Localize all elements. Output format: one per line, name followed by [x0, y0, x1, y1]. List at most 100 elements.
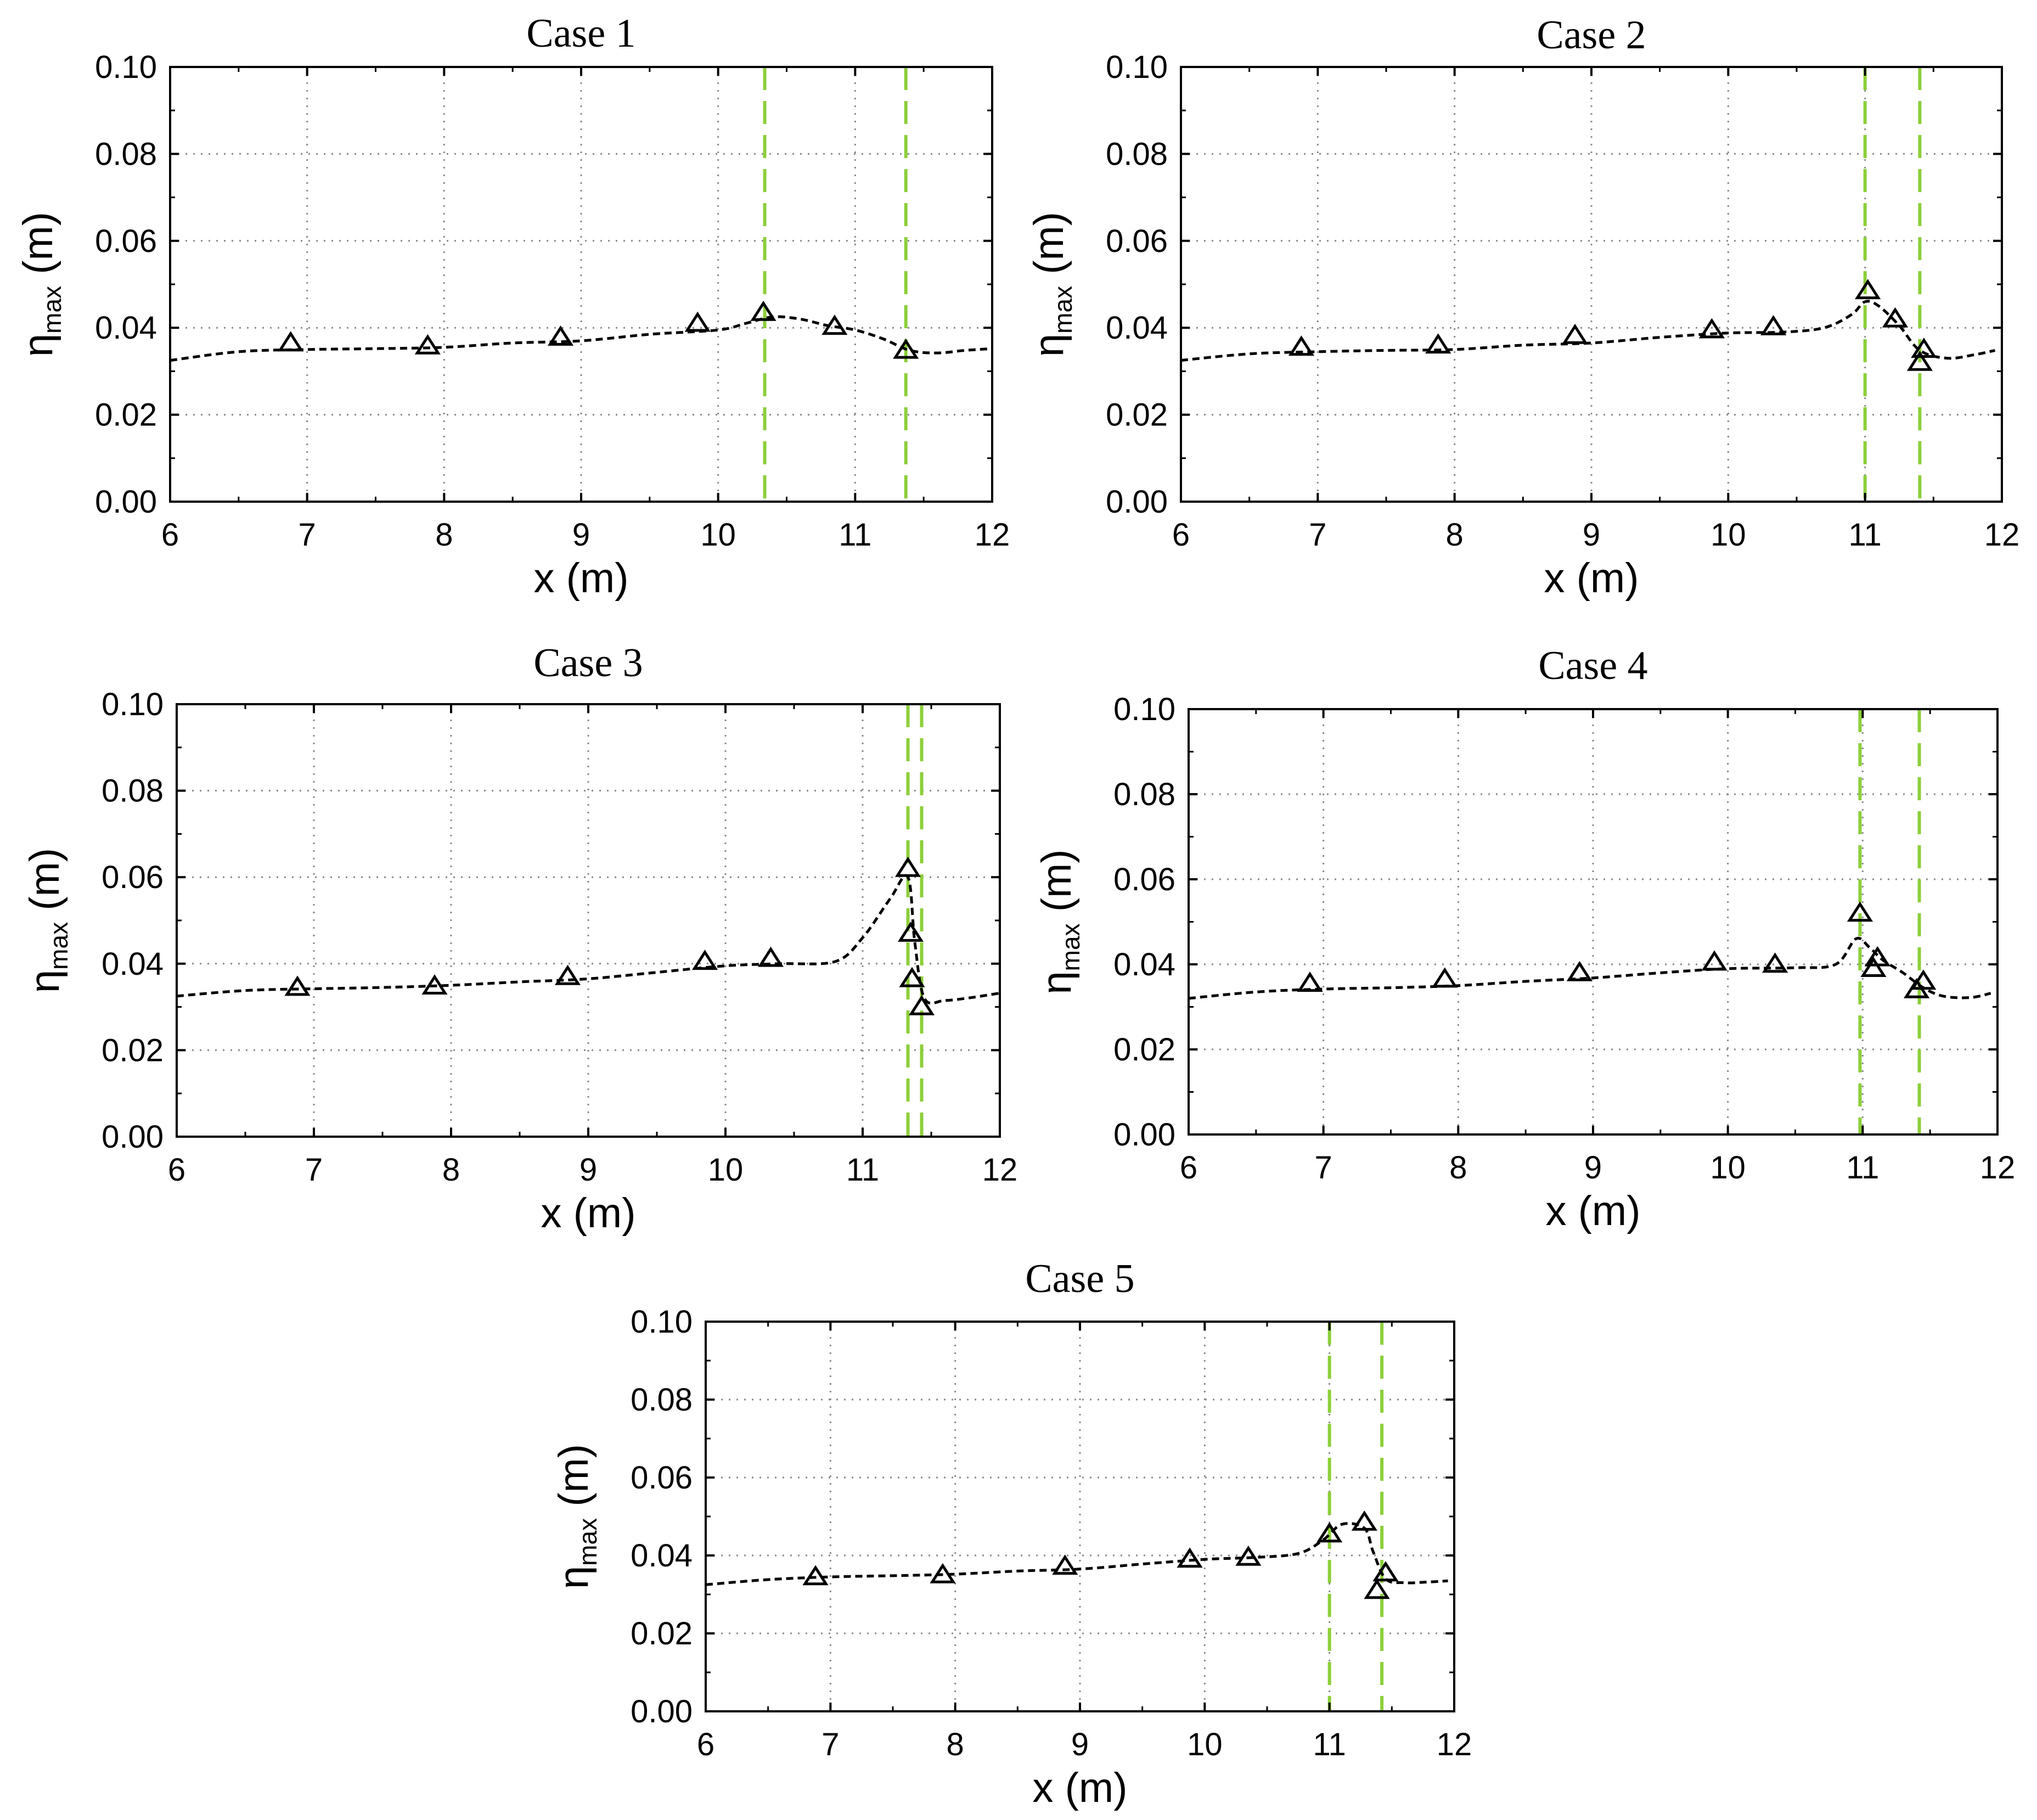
grid-lines [1181, 67, 2002, 502]
y-tick-label: 0.04 [102, 946, 164, 982]
y-axis-label-subscript: max [1049, 286, 1077, 334]
y-axis-label: ηmax (m) [15, 212, 66, 357]
y-tick-label: 0.00 [95, 484, 157, 520]
axis-ticks [1180, 66, 2003, 503]
data-point-triangle [802, 1565, 829, 1586]
data-point-triangle [1698, 318, 1725, 339]
chart-panel-case-5: Case 5 6 7 8 9 10 11 12 0.00 0.02 0.04 0.06 0.08 0.10… [550, 1256, 1472, 1811]
y-tick-label: 0.10 [1113, 692, 1175, 727]
data-point-triangle [1855, 279, 1881, 300]
x-tick-label: 8 [435, 517, 453, 553]
axis-ticks [176, 703, 1001, 1138]
y-axis-label-symbol: η [21, 970, 68, 993]
x-tick-label: 12 [975, 517, 1010, 553]
data-point-triangle [1906, 350, 1933, 371]
data-point-triangle [894, 856, 921, 877]
y-tick-label: 0.04 [1113, 947, 1175, 982]
data-point-triangle [1847, 901, 1873, 922]
x-tick-label: 9 [1584, 1150, 1602, 1186]
chart-title: Case 4 [1538, 643, 1647, 688]
y-tick-label: 0.06 [1106, 223, 1168, 259]
y-tick-label: 0.08 [1106, 136, 1168, 172]
simulated-series-line [170, 315, 993, 362]
chart-title: Case 1 [526, 11, 635, 56]
y-tick-label: 0.00 [631, 1694, 693, 1729]
x-tick-label: 7 [1309, 517, 1326, 553]
x-axis-label: x (m) [533, 555, 628, 602]
y-tick-label: 0.02 [1106, 397, 1168, 433]
x-tick-label: 12 [1984, 517, 2020, 553]
y-axis-label: ηmax (m) [1033, 849, 1085, 994]
y-axis-label-symbol: η [1026, 334, 1072, 357]
x-tick-label: 11 [1846, 1150, 1879, 1186]
x-tick-label: 11 [839, 517, 871, 553]
y-axis-label-subscript: max [38, 286, 66, 334]
chart-panel-case-4: Case 4 6 7 8 9 10 11 12 0.00 0.02 0.04 0.06 0.08 0.10… [1033, 643, 2015, 1234]
data-point-triangle [897, 921, 924, 942]
x-tick-label: 8 [1446, 517, 1464, 553]
y-tick-label: 0.06 [631, 1460, 693, 1496]
simulated-series-line [705, 1522, 1448, 1586]
y-axis-label-unit: (m) [550, 1444, 597, 1518]
x-tick-label: 8 [442, 1152, 460, 1188]
chart-panel-case-3: Case 3 6 7 8 9 10 11 12 0.00 0.02 0.04 0.06 0.08 0.10… [21, 641, 1017, 1237]
y-tick-label: 0.10 [95, 49, 157, 85]
y-tick-label: 0.00 [102, 1119, 164, 1155]
chart-title: Case 5 [1025, 1256, 1134, 1301]
chart-title: Case 3 [533, 641, 643, 686]
y-axis-label-unit: (m) [21, 848, 68, 922]
y-tick-label: 0.04 [95, 310, 157, 346]
y-tick-label: 0.08 [102, 773, 164, 809]
y-axis-label-symbol: η [15, 334, 61, 357]
data-point-triangle [930, 1563, 956, 1583]
x-axis-label: x (m) [1544, 555, 1639, 602]
y-tick-label: 0.02 [631, 1616, 693, 1652]
y-axis-label-unit: (m) [1026, 212, 1072, 286]
y-axis-label-subscript: max [573, 1518, 602, 1566]
data-point-triangle [421, 974, 448, 995]
simulated-series-line [176, 874, 1000, 1005]
data-point-triangle [1425, 333, 1451, 354]
x-tick-label: 9 [1583, 517, 1600, 553]
y-axis-label: ηmax (m) [550, 1444, 602, 1589]
data-point-triangle [1364, 1579, 1390, 1599]
y-tick-label: 0.00 [1113, 1117, 1175, 1153]
x-axis-label: x (m) [541, 1190, 635, 1237]
y-tick-label: 0.06 [1113, 862, 1175, 897]
x-axis-label: x (m) [1032, 1765, 1127, 1811]
y-axis-label-unit: (m) [15, 212, 61, 286]
data-point-triangle [1760, 314, 1787, 335]
x-tick-label: 7 [299, 517, 316, 553]
x-tick-label: 6 [1172, 517, 1190, 553]
chart-panel-case-1: Case 1 6 7 8 9 10 11 12 0.00 0.02 0.04 0.06 0.08 0.10… [15, 11, 1010, 602]
axis-ticks [1188, 708, 1999, 1136]
x-tick-label: 6 [1180, 1150, 1197, 1186]
data-point-triangle [1701, 950, 1727, 971]
data-point-triangle [691, 950, 718, 970]
data-point-triangle [554, 964, 581, 985]
data-point-triangle [1882, 307, 1909, 328]
grid-lines [177, 704, 1000, 1137]
x-tick-label: 10 [708, 1152, 744, 1188]
chart-title: Case 2 [1537, 13, 1646, 58]
x-tick-label: 12 [982, 1152, 1018, 1188]
x-tick-label: 7 [821, 1727, 839, 1762]
x-tick-label: 10 [1710, 517, 1746, 553]
x-tick-label: 6 [161, 517, 179, 553]
y-tick-label: 0.02 [102, 1032, 164, 1068]
y-tick-label: 0.10 [1106, 49, 1168, 85]
y-axis-label-subscript: max [44, 922, 73, 970]
x-tick-label: 9 [579, 1152, 597, 1188]
y-tick-label: 0.06 [95, 223, 157, 259]
y-axis-label: ηmax (m) [21, 848, 73, 993]
data-point-triangle [1762, 952, 1788, 973]
data-point-triangle [1911, 338, 1937, 358]
x-tick-label: 9 [572, 517, 590, 553]
data-point-triangle [1288, 335, 1315, 356]
y-tick-label: 0.08 [95, 136, 157, 172]
data-point-triangle [1432, 967, 1458, 988]
y-tick-label: 0.04 [1106, 310, 1168, 346]
x-tick-label: 11 [1313, 1727, 1346, 1762]
y-tick-label: 0.02 [1113, 1032, 1175, 1068]
